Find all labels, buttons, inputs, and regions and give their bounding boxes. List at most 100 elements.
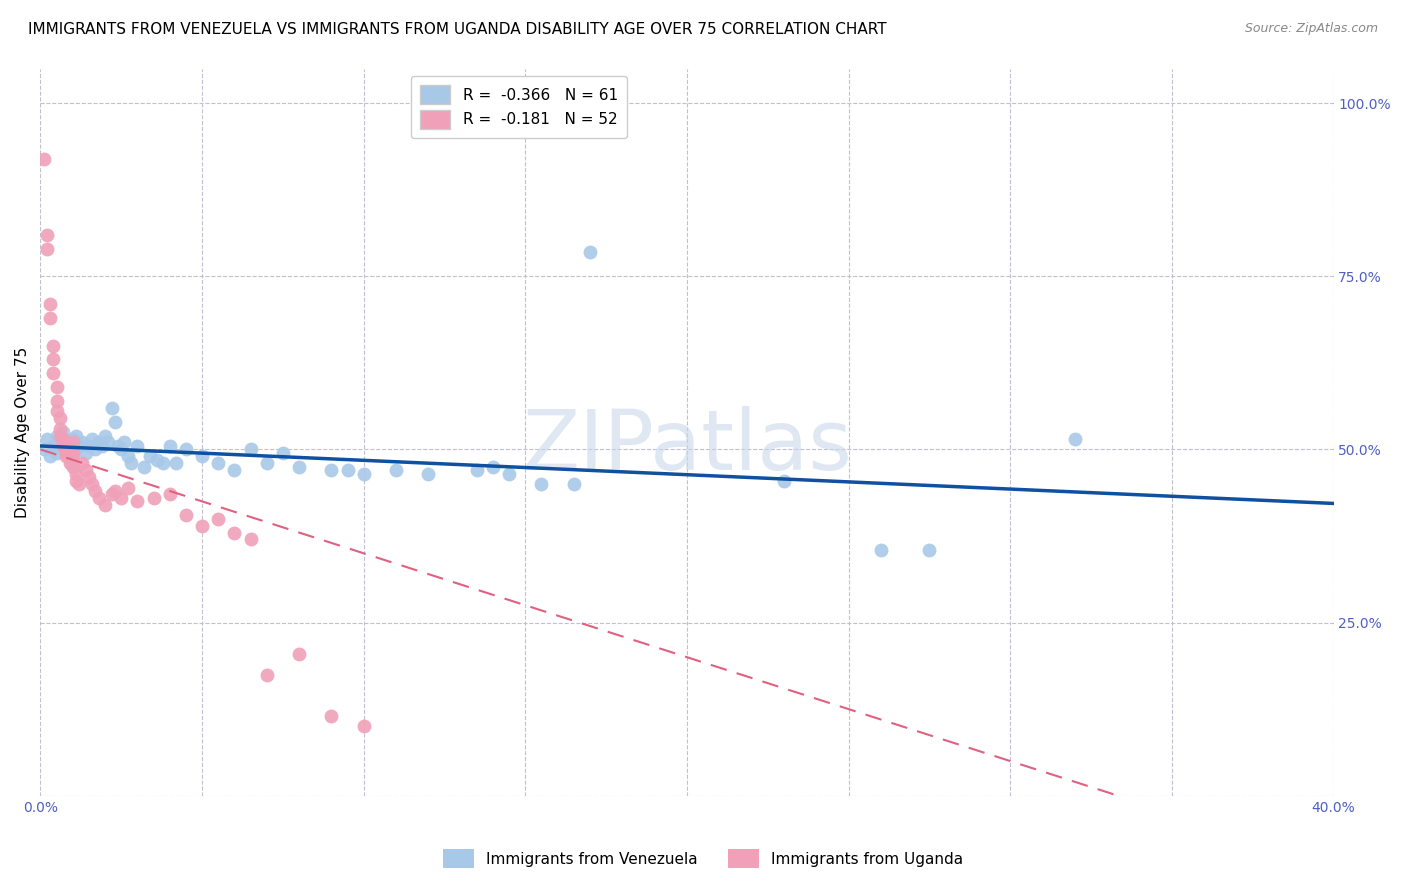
Point xyxy=(75,446,97,460)
Point xyxy=(336,463,359,477)
Point xyxy=(773,474,796,488)
Point xyxy=(127,439,149,453)
Point xyxy=(191,450,214,464)
Point xyxy=(288,459,311,474)
Point xyxy=(117,450,139,464)
Point xyxy=(918,542,941,557)
Point xyxy=(65,467,87,481)
Point xyxy=(65,474,87,488)
Point xyxy=(104,483,127,498)
Point xyxy=(62,450,84,464)
Point xyxy=(82,432,104,446)
Point xyxy=(82,477,104,491)
Point xyxy=(42,352,65,367)
Point xyxy=(498,467,520,481)
Point xyxy=(239,442,262,457)
Point xyxy=(42,439,65,453)
Point xyxy=(256,456,278,470)
Y-axis label: Disability Age Over 75: Disability Age Over 75 xyxy=(15,346,30,517)
Point xyxy=(77,470,100,484)
Point xyxy=(52,442,75,457)
Point xyxy=(35,227,58,242)
Point xyxy=(146,452,169,467)
Point xyxy=(49,435,72,450)
Text: IMMIGRANTS FROM VENEZUELA VS IMMIGRANTS FROM UGANDA DISABILITY AGE OVER 75 CORRE: IMMIGRANTS FROM VENEZUELA VS IMMIGRANTS … xyxy=(28,22,887,37)
Point xyxy=(110,491,132,505)
Point xyxy=(207,511,229,525)
Point xyxy=(52,425,75,439)
Point xyxy=(224,463,246,477)
Point xyxy=(271,446,294,460)
Point xyxy=(870,542,893,557)
Point xyxy=(159,487,181,501)
Point xyxy=(45,428,67,442)
Point xyxy=(100,401,122,415)
Point xyxy=(385,463,408,477)
Point xyxy=(530,477,553,491)
Point xyxy=(224,525,246,540)
Point xyxy=(97,435,120,450)
Point xyxy=(62,459,84,474)
Point xyxy=(58,456,80,470)
Point xyxy=(87,435,110,450)
Point xyxy=(35,432,58,446)
Point xyxy=(49,411,72,425)
Point xyxy=(100,487,122,501)
Point xyxy=(321,709,343,723)
Text: Source: ZipAtlas.com: Source: ZipAtlas.com xyxy=(1244,22,1378,36)
Point xyxy=(256,667,278,681)
Point xyxy=(165,456,187,470)
Point xyxy=(90,439,112,453)
Point xyxy=(45,404,67,418)
Point xyxy=(191,518,214,533)
Point xyxy=(117,481,139,495)
Point xyxy=(55,450,77,464)
Point xyxy=(67,477,90,491)
Point xyxy=(39,297,62,311)
Point xyxy=(65,428,87,442)
Point xyxy=(120,456,142,470)
Point xyxy=(239,533,262,547)
Point xyxy=(84,483,107,498)
Point xyxy=(45,393,67,408)
Point xyxy=(94,498,117,512)
Point xyxy=(67,439,90,453)
Point xyxy=(52,435,75,450)
Point xyxy=(104,415,127,429)
Point xyxy=(62,435,84,450)
Point xyxy=(174,442,197,457)
Point xyxy=(127,494,149,508)
Point xyxy=(174,508,197,523)
Point xyxy=(72,456,94,470)
Point xyxy=(142,491,165,505)
Point xyxy=(132,459,155,474)
Point xyxy=(77,439,100,453)
Point xyxy=(207,456,229,470)
Point xyxy=(353,719,375,733)
Point xyxy=(49,422,72,436)
Text: ZIPatlas: ZIPatlas xyxy=(522,406,852,487)
Point xyxy=(288,647,311,661)
Point xyxy=(62,446,84,460)
Point xyxy=(107,439,129,453)
Point xyxy=(58,442,80,457)
Legend: R =  -0.366   N = 61, R =  -0.181   N = 52: R = -0.366 N = 61, R = -0.181 N = 52 xyxy=(411,76,627,138)
Point xyxy=(114,435,136,450)
Point xyxy=(35,242,58,256)
Point xyxy=(58,439,80,453)
Point xyxy=(42,366,65,380)
Point xyxy=(55,446,77,460)
Point xyxy=(45,380,67,394)
Point xyxy=(49,428,72,442)
Point xyxy=(39,450,62,464)
Point xyxy=(482,459,505,474)
Point xyxy=(39,310,62,325)
Point xyxy=(353,467,375,481)
Point xyxy=(75,463,97,477)
Point xyxy=(465,463,488,477)
Point xyxy=(87,491,110,505)
Point xyxy=(84,442,107,457)
Point xyxy=(579,245,602,260)
Point xyxy=(152,456,174,470)
Point xyxy=(52,432,75,446)
